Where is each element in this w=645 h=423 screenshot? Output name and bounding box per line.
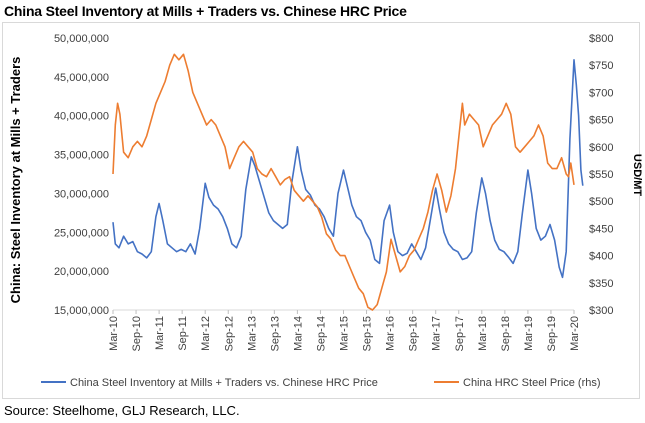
- source-note: Source: Steelhome, GLJ Research, LLC.: [4, 403, 240, 418]
- y2-tick-label: $450: [589, 223, 613, 235]
- x-tick-label: Mar-10: [108, 316, 120, 351]
- y-tick-label: 40,000,000: [54, 111, 109, 123]
- x-tick-label: Mar-12: [200, 316, 212, 351]
- y2-tick-label: $550: [589, 169, 613, 181]
- y2-tick-label: $650: [589, 115, 613, 127]
- y2-axis-label: USD/MT: [631, 154, 643, 196]
- x-tick-label: Sep-19: [546, 316, 558, 351]
- series-lines: [112, 53, 584, 311]
- legend-label-inventory: China Steel Inventory at Mills + Traders…: [70, 377, 378, 389]
- x-tick-label: Sep-11: [177, 316, 189, 351]
- x-tick-label: Mar-20: [569, 316, 581, 351]
- y-axis-right-ticks: $800 $750 $700 $650 $600 $550 $500 $450 $400 $350…: [589, 33, 613, 317]
- y-tick-label: 50,000,000: [54, 33, 109, 45]
- chart-frame: [2, 22, 640, 399]
- series-line-hrc-price: [112, 53, 575, 311]
- y-axis-left-ticks: 50,000,000 45,000,000 40,000,000 35,000,000…: [54, 33, 109, 317]
- x-tick-label: Sep-16: [408, 316, 420, 351]
- y2-tick-label: $700: [589, 87, 613, 99]
- y2-tick-label: $600: [589, 142, 613, 154]
- x-tick-label: Mar-17: [431, 316, 443, 351]
- chart-title: China Steel Inventory at Mills + Traders…: [4, 3, 407, 19]
- y-tick-label: 45,000,000: [54, 72, 109, 84]
- y-tick-label: 35,000,000: [54, 150, 109, 162]
- y2-tick-label: $800: [589, 33, 613, 45]
- legend-label-hrc: China HRC Steel Price (rhs): [463, 377, 601, 389]
- y-tick-label: 20,000,000: [54, 266, 109, 278]
- x-tick-label: Sep-10: [131, 316, 143, 351]
- y2-tick-label: $300: [589, 305, 613, 317]
- x-tick-label: Mar-16: [385, 316, 397, 351]
- y-axis-label: China: Steel Inventory at Mills + Trader…: [8, 57, 23, 304]
- x-tick-label: Mar-15: [339, 316, 351, 351]
- y2-tick-label: $750: [589, 60, 613, 72]
- y-tick-label: 25,000,000: [54, 227, 109, 239]
- y-tick-label: 30,000,000: [54, 188, 109, 200]
- legend: China Steel Inventory at Mills + Traders…: [41, 377, 601, 389]
- x-tick-label: Mar-18: [477, 316, 489, 351]
- y2-tick-label: $350: [589, 278, 613, 290]
- x-tick-label: Sep-13: [269, 316, 281, 351]
- x-tick-label: Sep-12: [223, 316, 235, 351]
- x-axis: Mar-10 Sep-10 Mar-11 Sep-11 Mar-12 Sep-12 Mar-…: [108, 309, 581, 351]
- x-tick-label: Sep-15: [362, 316, 374, 351]
- x-tick-label: Sep-18: [500, 316, 512, 351]
- x-tick-label: Sep-14: [315, 316, 327, 351]
- y-tick-label: 15,000,000: [54, 305, 109, 317]
- x-tick-label: Mar-11: [154, 316, 166, 350]
- series-line-inventory: [112, 59, 584, 279]
- y2-tick-label: $500: [589, 196, 613, 208]
- x-tick-label: Mar-19: [523, 316, 535, 351]
- x-tick-label: Sep-17: [454, 316, 466, 351]
- x-tick-label: Mar-14: [292, 316, 304, 351]
- x-tick-label: Mar-13: [246, 316, 258, 351]
- y2-tick-label: $400: [589, 251, 613, 263]
